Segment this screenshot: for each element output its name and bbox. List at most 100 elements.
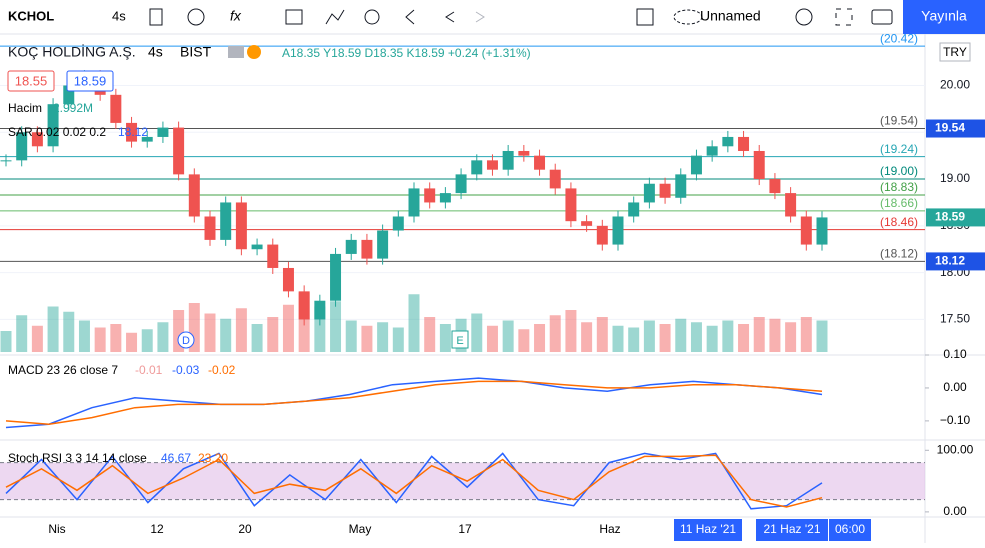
candle xyxy=(345,239,357,254)
volume-bar xyxy=(361,325,373,352)
currency-box xyxy=(939,42,971,62)
macd-hist: -0.01 xyxy=(135,363,163,377)
time-badge-label: 21 Haz '21 xyxy=(764,522,821,536)
interval[interactable]: 4s xyxy=(112,8,126,23)
symbol[interactable]: KCHOL xyxy=(8,8,54,23)
candle xyxy=(659,183,671,198)
macd-value: -0.03 xyxy=(172,363,200,377)
replay-icon[interactable] xyxy=(405,9,415,25)
publish-button[interactable] xyxy=(903,0,985,34)
fullscreen-box[interactable] xyxy=(636,8,654,26)
ask-box xyxy=(66,70,114,92)
volume-bar xyxy=(345,320,357,352)
volume-bar xyxy=(659,324,671,352)
delay-badge xyxy=(247,45,261,59)
candle xyxy=(518,150,530,156)
volume-bar xyxy=(581,322,593,352)
cloud-icon[interactable] xyxy=(673,9,703,25)
candle xyxy=(282,267,294,292)
fx-icon[interactable]: fx xyxy=(230,8,242,24)
volume-bar xyxy=(722,320,734,352)
volume-bar xyxy=(518,329,530,352)
redo-icon[interactable] xyxy=(475,11,485,23)
volume-value: 2.992M xyxy=(53,101,93,115)
volume-bar xyxy=(110,324,122,352)
price-badge-label: 18.12 xyxy=(935,254,965,268)
candle xyxy=(173,127,185,175)
candle xyxy=(628,202,640,217)
legend-interval: 4s xyxy=(148,44,163,60)
settings-icon[interactable] xyxy=(795,8,813,26)
undo-icon[interactable] xyxy=(445,11,455,23)
level-label: (19.54) xyxy=(880,114,918,128)
dividend-marker[interactable] xyxy=(177,331,195,349)
ohlc: A18.35 Y18.59 D18.35 K18.59 +0.24 (+1.31… xyxy=(282,46,531,60)
volume-bar xyxy=(816,320,828,352)
candle xyxy=(157,127,169,137)
volume-bar xyxy=(408,294,420,352)
indicator-line xyxy=(5,380,823,425)
stoch-d: 23.20 xyxy=(198,451,228,465)
volume-bar xyxy=(63,311,75,352)
volume-bar xyxy=(235,308,247,352)
volume-bar xyxy=(706,325,718,352)
candle xyxy=(675,174,687,198)
volume-bar xyxy=(282,304,294,352)
indicator-line xyxy=(5,377,823,429)
snapshot-icon[interactable] xyxy=(871,9,893,25)
volume-bar xyxy=(690,322,702,352)
compare-icon[interactable] xyxy=(325,9,345,25)
level-label: (20.42) xyxy=(880,31,918,45)
candle xyxy=(706,146,718,156)
volume-bar xyxy=(769,318,781,352)
volume-bar xyxy=(753,317,765,352)
publish-label[interactable]: Yayınla xyxy=(921,8,967,24)
candle xyxy=(471,160,483,175)
volume-bar xyxy=(549,315,561,352)
x-tick-label: 20 xyxy=(238,522,252,536)
alert-icon[interactable] xyxy=(364,9,380,25)
expand-icon[interactable] xyxy=(835,8,853,26)
earnings-marker[interactable] xyxy=(451,330,469,349)
candle xyxy=(690,155,702,175)
time-badge xyxy=(829,519,871,541)
stoch-k: 46.67 xyxy=(161,451,191,465)
candle xyxy=(738,136,750,151)
y-tick-label: 0.10 xyxy=(943,347,967,361)
x-tick-label: May xyxy=(349,522,372,536)
volume-bar xyxy=(173,310,185,352)
volume-bar xyxy=(314,306,326,352)
volume-bar xyxy=(188,303,200,352)
candle xyxy=(565,188,577,222)
bid: 18.55 xyxy=(15,73,48,88)
candle xyxy=(298,291,310,320)
candle xyxy=(612,216,624,245)
candle-icon[interactable] xyxy=(149,8,163,26)
indicator-line xyxy=(5,454,823,508)
volume-bar xyxy=(204,313,216,352)
indicator-icon[interactable] xyxy=(187,8,205,26)
earnings-marker-label[interactable]: E xyxy=(456,335,463,347)
candle xyxy=(596,225,608,245)
sar-label: SAR 0.02 0.02 0.2 xyxy=(8,125,106,139)
candle xyxy=(361,239,373,259)
x-tick-label: Nis xyxy=(48,522,65,536)
candle xyxy=(581,221,593,226)
price-badge xyxy=(926,119,985,138)
x-tick-label: 17 xyxy=(458,522,472,536)
template-icon[interactable] xyxy=(285,9,303,25)
price-badge xyxy=(926,208,985,227)
dividend-marker-label[interactable]: D xyxy=(182,335,190,347)
volume-bar xyxy=(47,306,59,352)
toolbar: KCHOL 4s fx Unnamed Yayınla xyxy=(0,0,985,35)
layout-name[interactable]: Unnamed xyxy=(700,8,761,24)
y-tick-label: 17.50 xyxy=(940,312,970,326)
bid-box xyxy=(7,70,55,92)
candle xyxy=(0,160,12,162)
legend: KOÇ HOLDİNG A.Ş. 4s BIST A18.35 Y18.59 D… xyxy=(7,42,971,465)
level-label: (18.46) xyxy=(880,215,918,229)
candle xyxy=(31,132,43,147)
volume-bar xyxy=(392,327,404,352)
